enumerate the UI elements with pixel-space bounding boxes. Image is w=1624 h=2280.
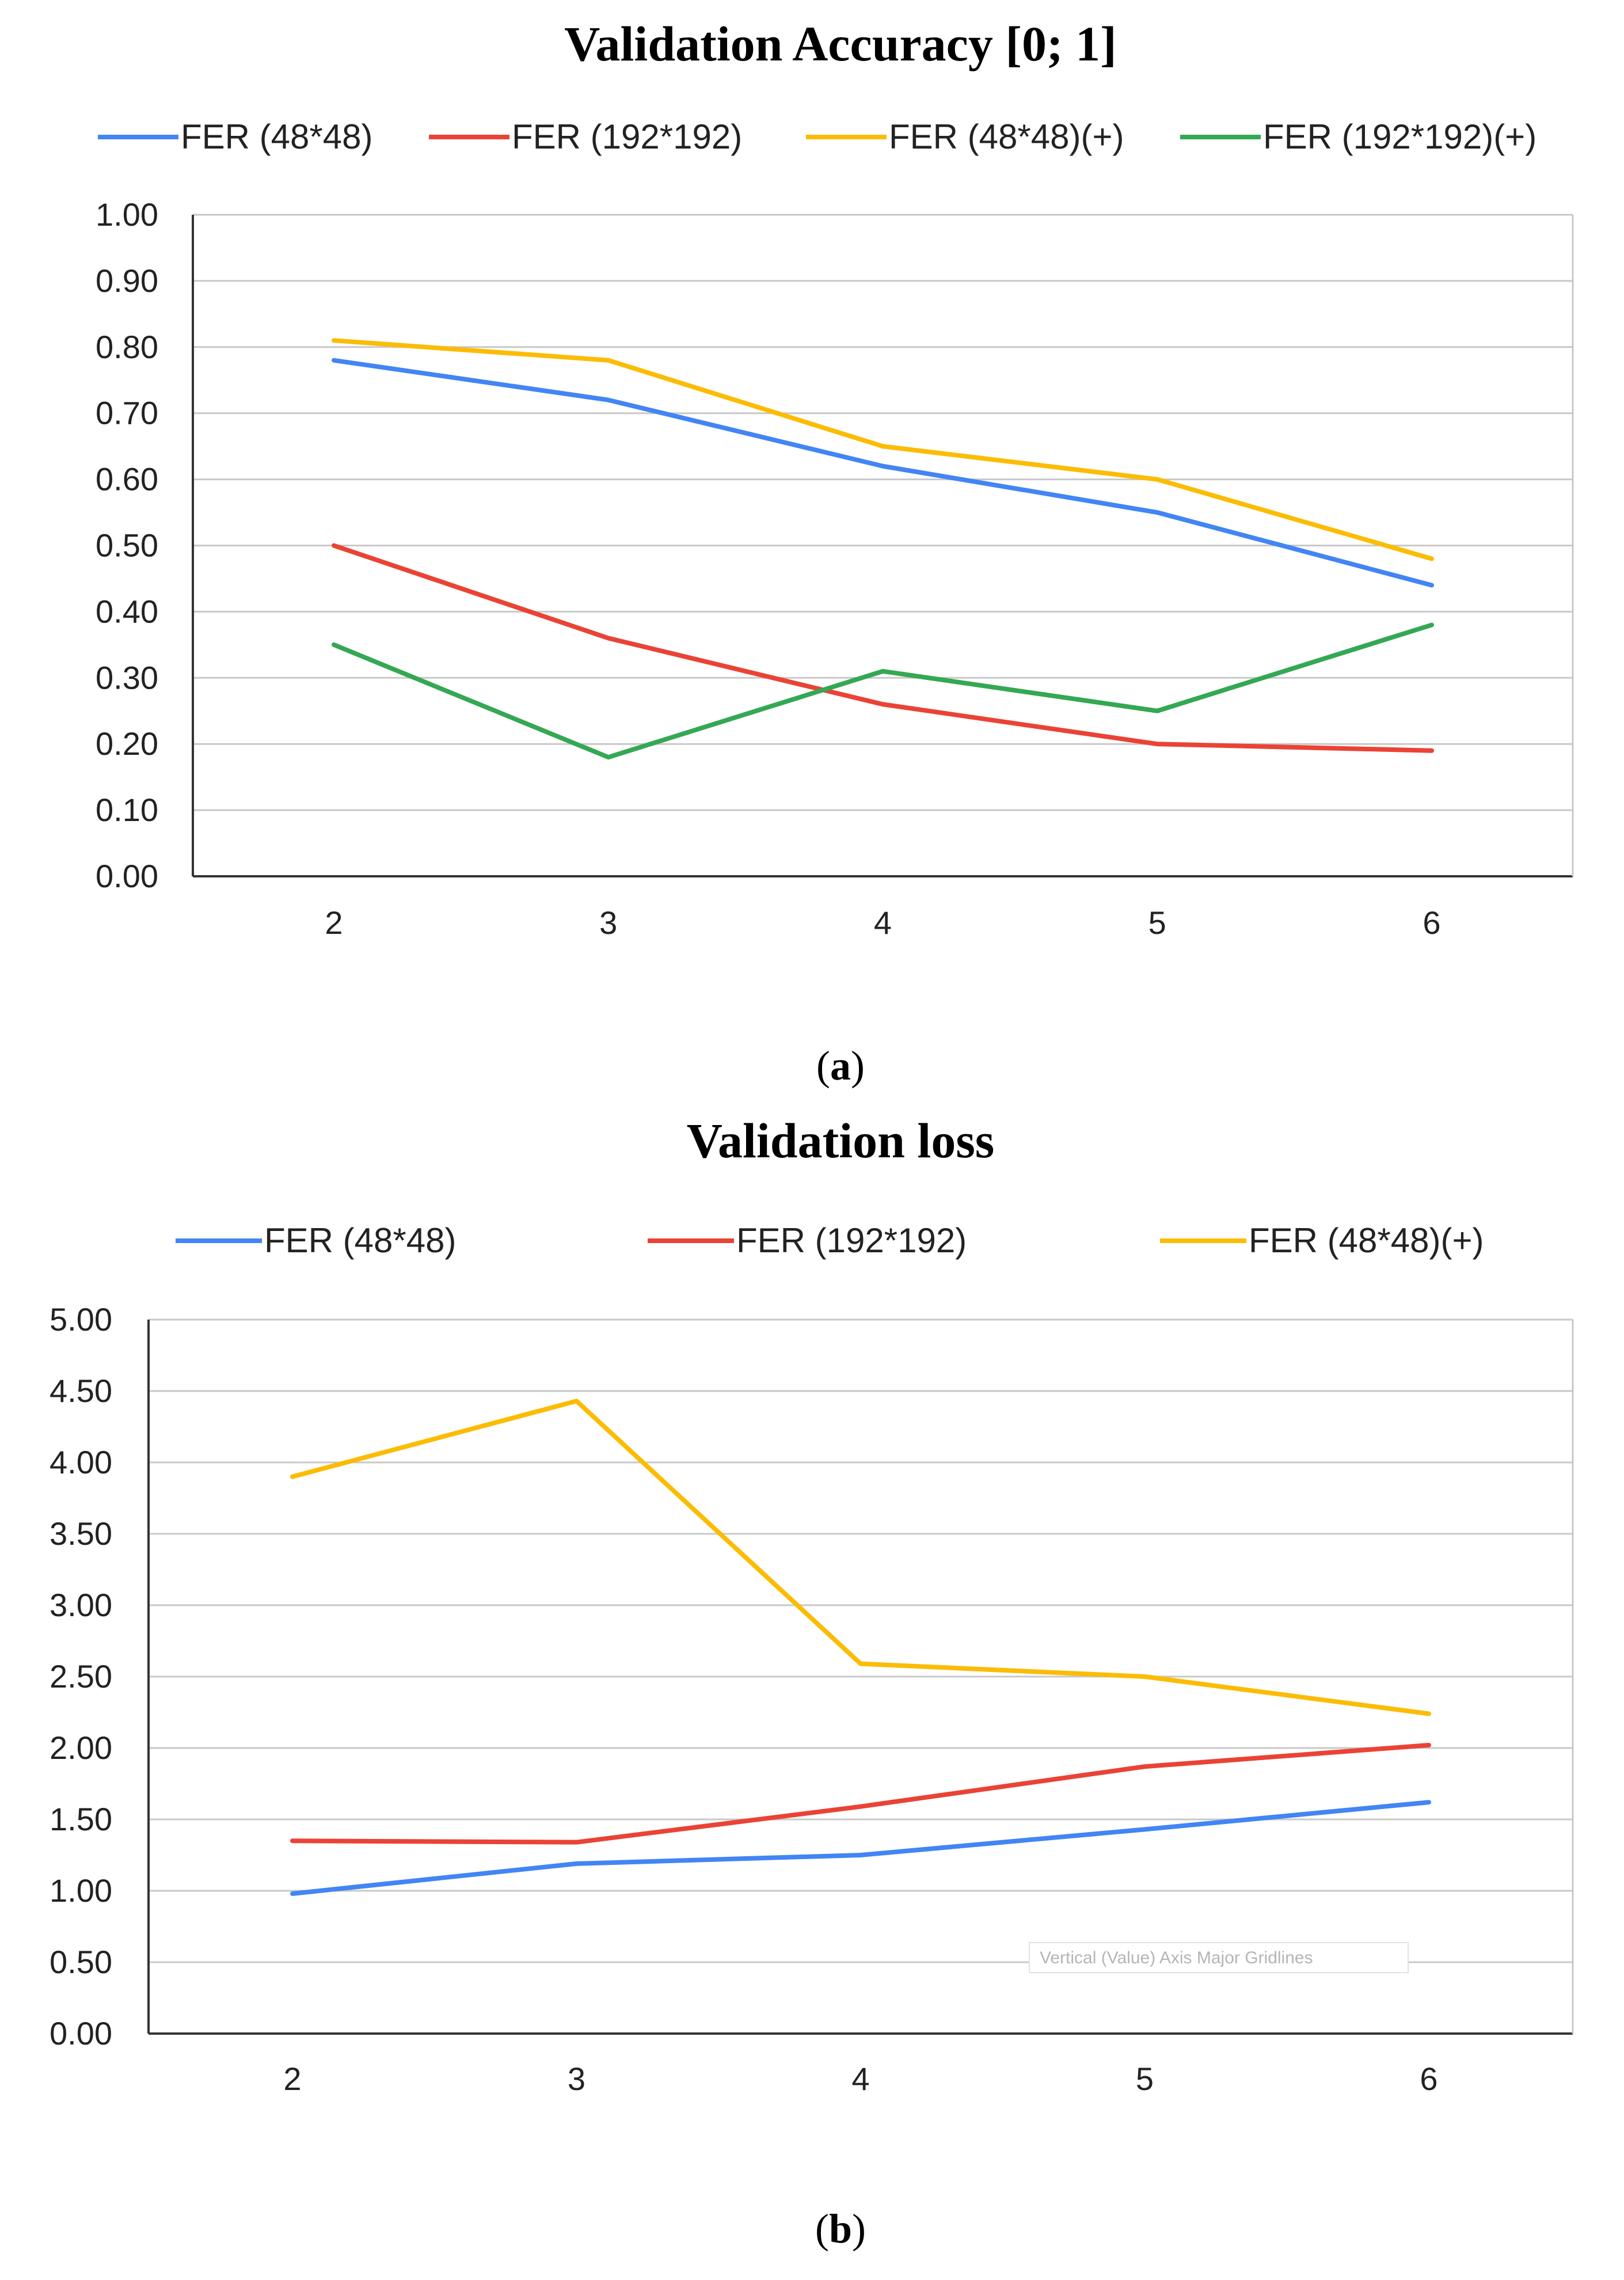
x-tick-label: 5: [1136, 2061, 1154, 2097]
y-tick-label: 5.00: [50, 1301, 112, 1337]
series-line: [332, 543, 1434, 753]
y-tick-label: 0.50: [96, 527, 158, 564]
y-tick-label: 0.90: [96, 263, 158, 299]
tooltip-box: [1029, 1942, 1409, 1973]
y-tick-label: 0.30: [96, 659, 158, 696]
series-lines: [290, 1399, 1431, 1896]
series-line: [290, 1743, 1431, 1845]
caption-letter: a: [830, 1043, 851, 1089]
gridlines: [147, 1318, 1574, 2035]
series-line: [290, 1399, 1431, 1716]
x-axis-ticks: 2 3 4 5 6: [283, 2061, 1437, 2097]
legend-label: FER (48*48): [264, 1221, 456, 1260]
legend-item: FER (48*48): [98, 117, 372, 156]
chart-accuracy: Validation Accuracy [0; 1] FER (48*48) FE…: [96, 16, 1574, 1089]
legend-item: FER (192*192)(+): [1180, 117, 1536, 156]
y-tick-label: 2.00: [50, 1730, 112, 1766]
chart-title: Validation loss: [687, 1113, 995, 1168]
y-tick-label: 3.50: [50, 1515, 112, 1552]
tooltip-text: Vertical (Value) Axis Major Gridlines: [1040, 1948, 1313, 1967]
legend: FER (48*48) FER (192*192) FER (48*48)(+) FE…: [98, 117, 1536, 156]
series-line: [290, 1800, 1431, 1896]
y-tick-label: 3.00: [50, 1587, 112, 1623]
x-axis-ticks: 2 3 4 5 6: [325, 905, 1440, 941]
gridlines: [192, 214, 1574, 877]
chart-title: Validation Accuracy [0; 1]: [564, 16, 1116, 71]
legend-label: FER (192*192): [736, 1221, 967, 1260]
legend-label: FER (192*192): [512, 117, 742, 156]
y-tick-label: 0.00: [50, 2015, 112, 2051]
y-tick-label: 1.50: [50, 1801, 112, 1837]
y-tick-label: 0.10: [96, 792, 158, 828]
x-tick-label: 3: [568, 2061, 585, 2097]
y-tick-label: 1.00: [96, 196, 158, 233]
y-tick-label: 2.50: [50, 1658, 112, 1694]
y-tick-label: 0.20: [96, 725, 158, 762]
gridline-tooltip: Vertical (Value) Axis Major Gridlines: [1029, 1942, 1409, 1973]
series-lines: [332, 338, 1434, 760]
y-axis-ticks: 0.00 0.10 0.20 0.30 0.40 0.50 0.60 0.70 0.80 0.90…: [96, 196, 158, 894]
x-tick-label: 3: [599, 905, 617, 941]
series-line: [332, 358, 1434, 588]
y-tick-label: 0.70: [96, 395, 158, 431]
legend-item: FER (48*48)(+): [1160, 1221, 1484, 1260]
legend-label: FER (48*48)(+): [1249, 1221, 1484, 1260]
caption-letter: b: [829, 2206, 852, 2252]
chart-loss: Validation loss FER (48*48) FER (192*192)…: [50, 1113, 1574, 2252]
x-tick-label: 4: [874, 905, 892, 941]
legend-item: FER (192*192): [429, 117, 742, 156]
x-tick-label: 5: [1148, 905, 1166, 941]
legend-label: FER (48*48): [181, 117, 372, 156]
series-line: [332, 338, 1434, 561]
y-tick-label: 0.50: [50, 1944, 112, 1980]
y-tick-label: 4.50: [50, 1373, 112, 1409]
series-line: [332, 622, 1434, 760]
x-tick-label: 2: [325, 905, 343, 941]
legend-item: FER (48*48)(+): [806, 117, 1124, 156]
x-tick-label: 4: [851, 2061, 869, 2097]
x-tick-label: 6: [1420, 2061, 1437, 2097]
legend-item: FER (192*192): [648, 1221, 967, 1260]
legend-item: FER (48*48): [176, 1221, 456, 1260]
y-tick-label: 0.40: [96, 593, 158, 629]
caption-b: (b): [815, 2206, 866, 2252]
y-axis-ticks: 0.00 0.50 1.00 1.50 2.00 2.50 3.00 3.50 4.00 4.50…: [50, 1301, 112, 2051]
x-tick-label: 6: [1423, 905, 1440, 941]
y-tick-label: 0.00: [96, 858, 158, 894]
caption-a: (a): [816, 1043, 865, 1089]
legend: FER (48*48) FER (192*192) FER (48*48)(+): [176, 1221, 1484, 1260]
legend-label: FER (192*192)(+): [1263, 117, 1536, 156]
y-tick-label: 0.80: [96, 329, 158, 365]
legend-label: FER (48*48)(+): [889, 117, 1124, 156]
x-tick-label: 2: [283, 2061, 301, 2097]
y-tick-label: 0.60: [96, 461, 158, 497]
y-tick-label: 4.00: [50, 1444, 112, 1480]
y-tick-label: 1.00: [50, 1872, 112, 1909]
